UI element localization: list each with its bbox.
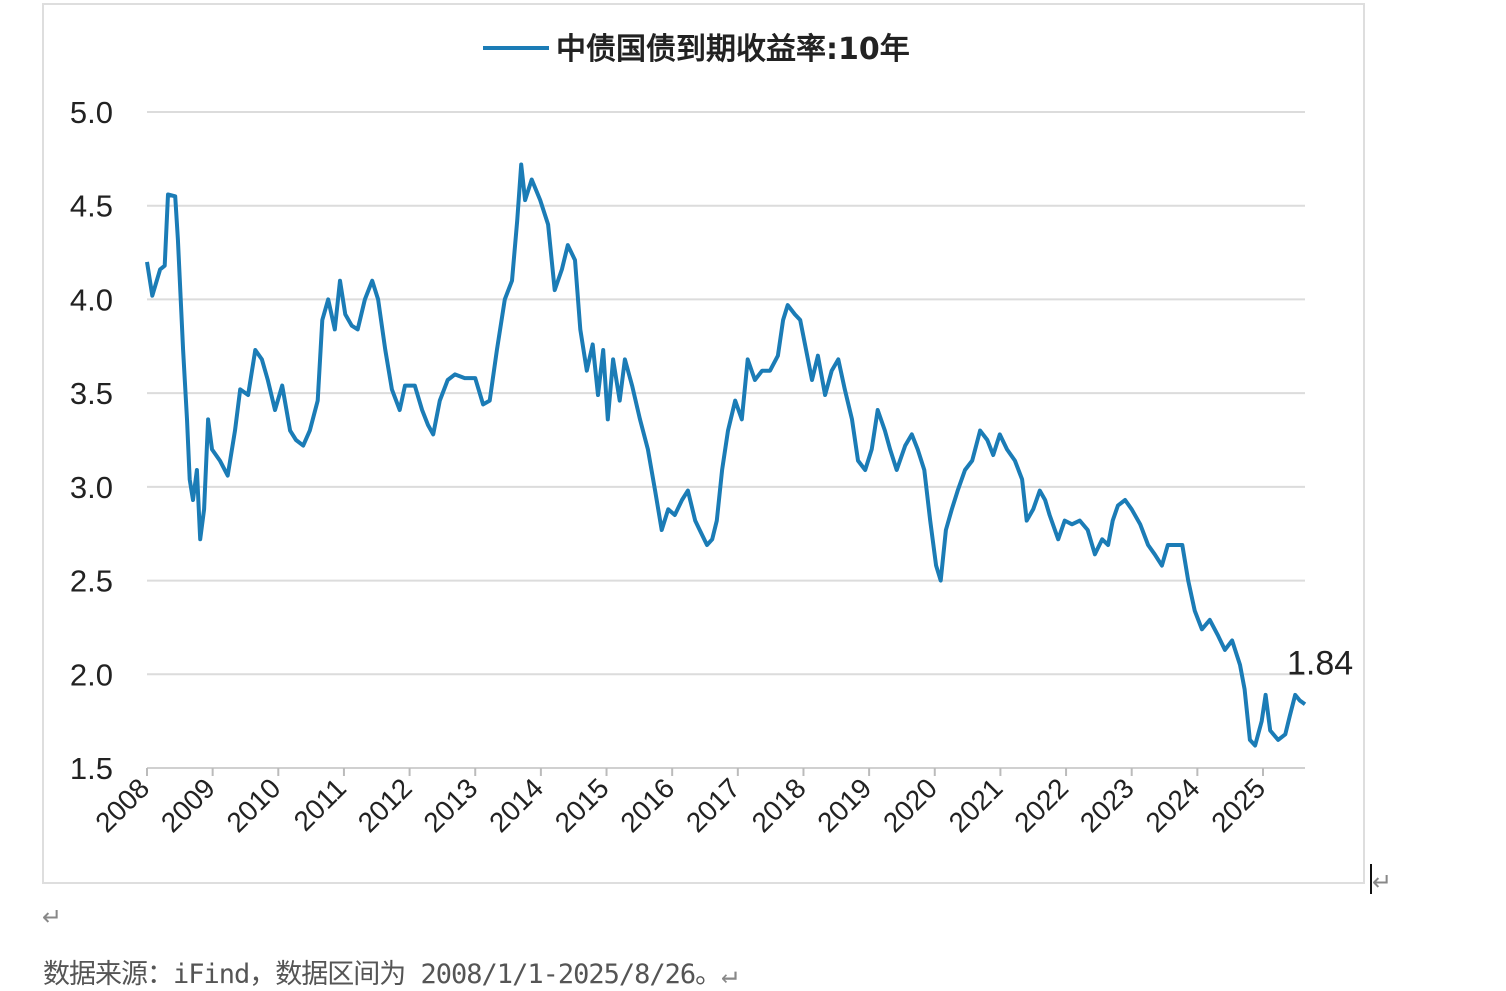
text-cursor: [1370, 864, 1372, 894]
x-tick-label: 2009: [155, 772, 221, 838]
x-tick-label: 2011: [288, 772, 353, 837]
x-tick-label: 2010: [221, 772, 287, 838]
y-tick-label: 4.0: [70, 282, 113, 317]
x-tick-label: 2024: [1140, 772, 1206, 838]
y-tick-label: 3.5: [70, 376, 113, 411]
x-tick-label: 2020: [877, 772, 943, 838]
x-tick-label: 2018: [746, 772, 812, 838]
x-tick-label: 2022: [1008, 772, 1074, 838]
x-tick-label: 2013: [418, 772, 484, 838]
line-chart: 1.5 2.0 2.5 3.0 3.5 4.0 4.5 5.0 2008 2009 2010 201…: [70, 32, 1353, 838]
yield-line: [145, 162, 1307, 748]
x-tick-label: 2017: [680, 772, 746, 838]
caption-text: 数据来源：iFind，数据区间为 2008/1/1-2025/8/26。: [43, 959, 722, 990]
y-tick-label: 2.0: [70, 657, 113, 692]
x-tick-label: 2016: [614, 772, 680, 838]
x-tick-label: 2021: [943, 772, 1009, 838]
y-tick-label: 5.0: [70, 95, 113, 130]
x-tick-label: 2012: [352, 772, 418, 838]
x-tick-label: 2014: [483, 772, 549, 838]
y-tick-label: 1.5: [70, 751, 113, 786]
x-tick-label: 2025: [1205, 772, 1271, 838]
y-axis-ticks: 1.5 2.0 2.5 3.0 3.5 4.0 4.5 5.0: [70, 95, 113, 786]
x-axis: 2008 2009 2010 2011 2012 2013 2014 2015 2016 2017…: [89, 767, 1305, 838]
legend: 中债国债到期收益率:10年: [483, 32, 910, 67]
chart-frame: [42, 3, 1365, 884]
y-tick-label: 2.5: [70, 564, 113, 599]
paragraph-mark: ↵: [1372, 868, 1393, 896]
paragraph-mark: ↵: [721, 959, 737, 990]
x-tick-label: 2023: [1074, 772, 1140, 838]
paragraph-mark: ↵: [42, 903, 63, 931]
x-tick-label: 2015: [549, 772, 615, 838]
y-tick-label: 4.5: [70, 189, 113, 224]
last-value-annotation: 1.84: [1287, 644, 1353, 682]
legend-label: 中债国债到期收益率:10年: [556, 32, 910, 67]
y-tick-label: 3.0: [70, 470, 113, 505]
series-group: [145, 162, 1307, 748]
x-tick-label: 2019: [811, 772, 877, 838]
source-caption: 数据来源：iFind，数据区间为 2008/1/1-2025/8/26。↵: [43, 952, 737, 991]
gridlines: [147, 111, 1305, 676]
